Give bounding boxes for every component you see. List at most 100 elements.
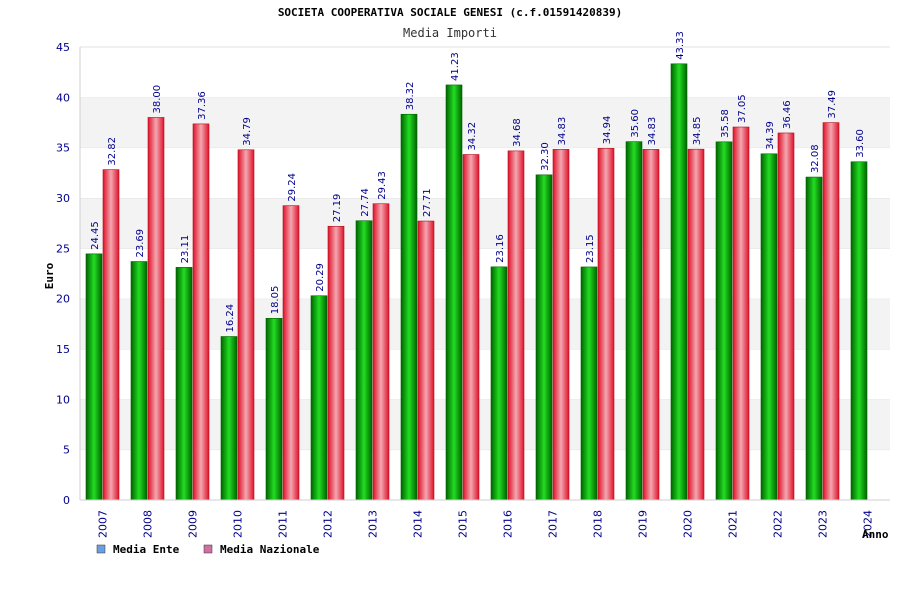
legend: Media Ente Media Nazionale — [96, 543, 320, 556]
x-axis-label: Anno — [862, 528, 889, 541]
y-tick-label: 25 — [56, 242, 70, 255]
x-tick-label: 2016 — [502, 510, 515, 538]
legend-label-media-nazionale: Media Nazionale — [220, 543, 320, 556]
y-tick-label: 45 — [56, 41, 70, 54]
data-label: 32.30 — [540, 142, 551, 171]
x-axis-ticks: 2007 2008 2009 2010 2011 2012 2013 2014 2015 2016… — [97, 510, 875, 538]
bar-media-nazionale — [327, 225, 345, 501]
bar-media-ente — [490, 266, 508, 501]
bar-media-nazionale — [597, 147, 615, 501]
data-label: 23.11 — [180, 235, 191, 264]
data-label: 35.60 — [630, 109, 641, 138]
bar-media-nazionale — [732, 126, 750, 501]
grid-band — [80, 399, 890, 450]
data-label: 41.23 — [450, 52, 461, 81]
grid-band — [80, 349, 890, 400]
x-tick-label: 2007 — [97, 510, 110, 538]
legend-swatch-media-ente — [96, 544, 106, 554]
data-label: 34.94 — [602, 116, 613, 145]
y-tick-label: 0 — [63, 494, 70, 507]
data-label: 27.71 — [422, 188, 433, 217]
legend-swatch-media-nazionale — [203, 544, 213, 554]
x-tick-label: 2008 — [142, 510, 155, 538]
bar-media-nazionale — [372, 203, 390, 501]
legend-label-media-ente: Media Ente — [113, 543, 180, 556]
x-tick-label: 2019 — [637, 510, 650, 538]
x-tick-label: 2012 — [322, 510, 335, 538]
bar-media-nazionale — [417, 220, 435, 501]
data-label: 18.05 — [270, 286, 281, 315]
data-label: 34.68 — [512, 118, 523, 147]
data-label: 37.36 — [197, 91, 208, 120]
data-label: 27.19 — [332, 194, 343, 223]
data-label: 33.60 — [855, 129, 866, 158]
data-label: 34.32 — [467, 122, 478, 151]
grid-band — [80, 198, 890, 249]
x-tick-label: 2014 — [412, 510, 425, 538]
bar-media-nazionale — [687, 148, 705, 501]
bar-media-ente — [265, 317, 283, 501]
grid-band — [80, 449, 890, 500]
bar-media-ente — [355, 220, 373, 501]
data-label: 24.45 — [90, 221, 101, 250]
x-tick-label: 2021 — [727, 510, 740, 538]
chart-title: SOCIETA COOPERATIVA SOCIALE GENESI (c.f.… — [278, 6, 622, 19]
data-label: 32.08 — [810, 144, 821, 173]
y-tick-label: 5 — [63, 444, 70, 457]
data-label: 37.05 — [737, 94, 748, 123]
bar-media-ente — [445, 84, 463, 501]
data-label: 35.58 — [720, 109, 731, 138]
y-axis-label: Euro — [43, 262, 56, 289]
bar-media-nazionale — [552, 149, 570, 501]
x-tick-label: 2010 — [232, 510, 245, 538]
x-tick-label: 2017 — [547, 510, 560, 538]
y-tick-label: 35 — [56, 142, 70, 155]
bar-media-nazionale — [462, 154, 480, 501]
bar-media-ente — [760, 153, 778, 501]
x-tick-label: 2023 — [817, 510, 830, 538]
grid-band — [80, 97, 890, 148]
bar-media-ente — [805, 176, 823, 501]
data-label: 38.32 — [405, 82, 416, 111]
x-tick-label: 2018 — [592, 510, 605, 538]
bar-media-ente — [850, 161, 868, 501]
x-tick-label: 2009 — [187, 510, 200, 538]
bar-media-nazionale — [777, 132, 795, 501]
bar-media-nazionale — [507, 150, 525, 501]
bar-media-nazionale — [642, 149, 660, 501]
y-tick-label: 20 — [56, 293, 70, 306]
bar-media-ente — [175, 267, 193, 501]
data-label: 38.00 — [152, 85, 163, 114]
grid-band — [80, 298, 890, 349]
bar-media-nazionale — [237, 149, 255, 501]
y-tick-label: 10 — [56, 393, 70, 406]
bar-media-nazionale — [147, 117, 165, 501]
data-label: 32.82 — [107, 137, 118, 166]
bar-media-ente — [220, 336, 238, 501]
grid-band — [80, 248, 890, 299]
data-label: 34.85 — [692, 117, 703, 146]
bar-media-nazionale — [102, 169, 120, 501]
data-label: 43.33 — [675, 31, 686, 60]
y-tick-label: 15 — [56, 343, 70, 356]
bar-media-nazionale — [192, 123, 210, 501]
x-tick-label: 2020 — [682, 510, 695, 538]
x-tick-label: 2022 — [772, 510, 785, 538]
data-label: 37.49 — [827, 90, 838, 119]
chart-subtitle: Media Importi — [403, 26, 497, 40]
data-label: 29.24 — [287, 173, 298, 202]
data-label: 16.24 — [225, 304, 236, 333]
grid-bands — [80, 46, 890, 500]
bar-media-nazionale — [822, 122, 840, 501]
data-label: 23.16 — [495, 234, 506, 263]
bar-media-ente — [670, 63, 688, 501]
bar-media-ente — [130, 261, 148, 501]
bar-media-ente — [580, 266, 598, 501]
bar-media-ente — [625, 141, 643, 501]
bars: 24.45 32.82 23.69 38.00 23.11 37.36 16.24 34.79… — [85, 31, 868, 501]
x-tick-label: 2015 — [457, 510, 470, 538]
grid-band — [80, 47, 890, 98]
y-axis-ticks: 0 5 10 15 20 25 30 35 40 45 — [56, 41, 70, 507]
x-tick-label: 2024 — [862, 510, 875, 538]
data-label: 34.83 — [557, 117, 568, 146]
